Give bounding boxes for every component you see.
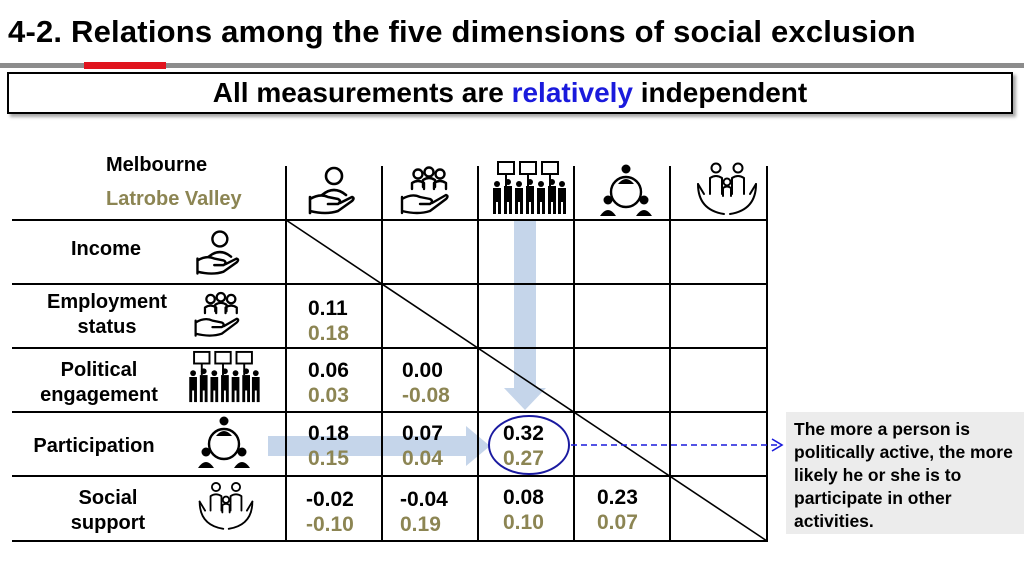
hand-person-icon <box>308 166 355 215</box>
row-label-employment-status: Employment status <box>46 291 168 338</box>
banner-highlight: relatively <box>511 77 633 108</box>
title-divider <box>0 63 1024 68</box>
legend-melbourne: Melbourne <box>106 154 208 176</box>
highlight-circle <box>488 415 570 475</box>
cell-social-income: -0.02 -0.10 <box>306 488 354 536</box>
protest-crowd-icon <box>189 350 260 403</box>
banner-text-end: independent <box>633 77 808 108</box>
cell-participation-political: 0.32 0.27 <box>503 422 544 470</box>
hand-group-icon <box>194 291 240 337</box>
legend-latrobe-valley: Latrobe Valley <box>106 188 242 210</box>
cell-political-income: 0.06 0.03 <box>308 359 349 407</box>
protest-crowd-icon <box>493 161 566 214</box>
cell-employment-income: 0.11 0.18 <box>308 297 349 345</box>
cell-social-participation: 0.23 0.07 <box>597 486 638 534</box>
cell-political-employment: 0.00 -0.08 <box>402 359 450 407</box>
family-hands-icon <box>697 162 757 215</box>
family-hands-icon <box>198 482 254 530</box>
row-label-participation: Participation <box>33 435 155 457</box>
row-label-social-support: Social support <box>70 487 146 534</box>
hand-group-icon <box>400 166 449 215</box>
headline-banner: All measurements are relatively independ… <box>7 72 1013 114</box>
cell-participation-income: 0.18 0.15 <box>308 422 349 470</box>
cell-participation-employment: 0.07 0.04 <box>402 422 443 470</box>
hand-person-icon <box>196 230 240 275</box>
horizontal-highlight-arrow <box>268 426 490 466</box>
row-label-political-engagement: Political engagement <box>40 359 158 406</box>
vertical-highlight-arrow <box>504 220 546 410</box>
cell-social-employment: -0.04 0.19 <box>400 488 448 536</box>
network-people-icon <box>600 164 652 216</box>
row-label-income: Income <box>70 238 142 260</box>
annotation-note: The more a person is politically active,… <box>786 412 1024 534</box>
network-people-icon <box>198 416 250 468</box>
title-divider-accent <box>84 62 166 69</box>
page-title: 4-2. Relations among the five dimensions… <box>8 14 916 49</box>
cell-social-political: 0.08 0.10 <box>503 486 544 534</box>
banner-text-start: All measurements are <box>212 77 512 108</box>
